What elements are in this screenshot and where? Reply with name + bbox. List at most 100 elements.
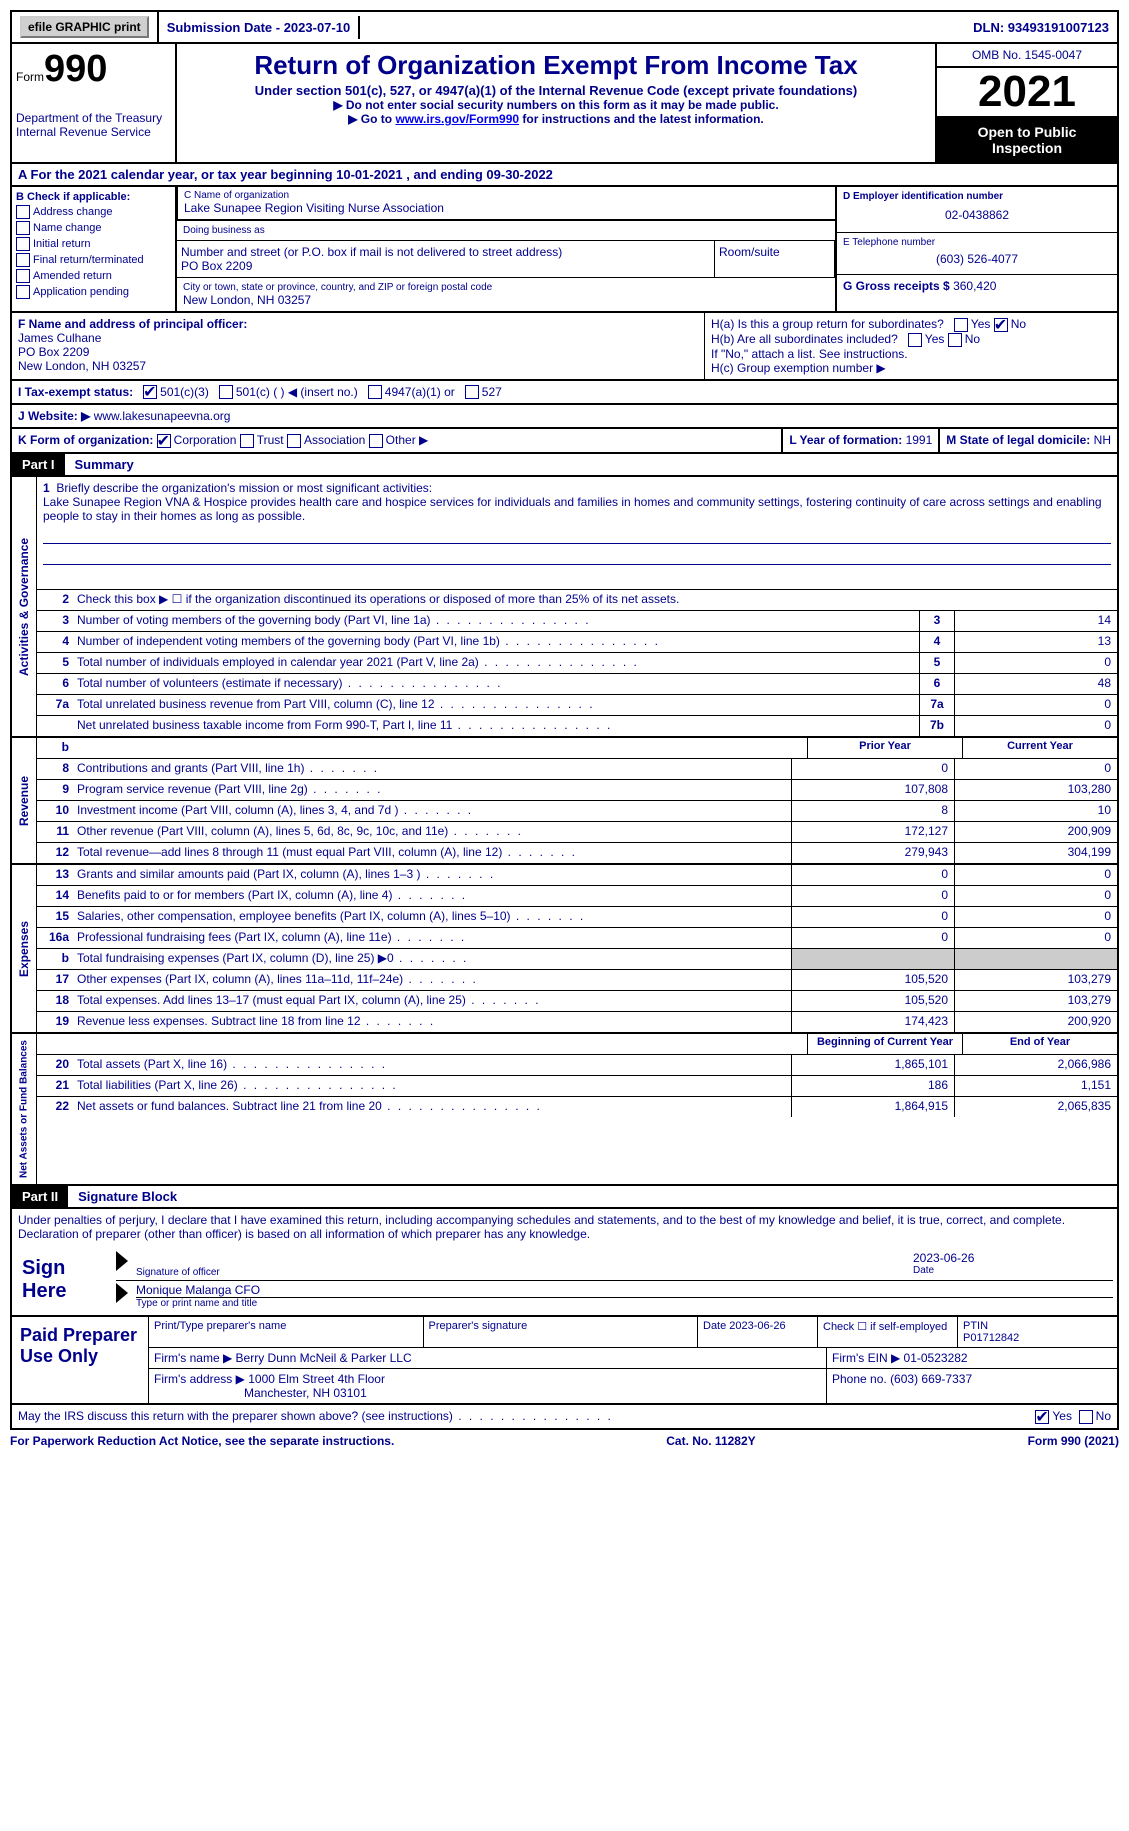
top-bar: efile GRAPHIC print Submission Date - 20…	[10, 10, 1119, 44]
room-suite: Room/suite	[715, 241, 835, 278]
ha-yes[interactable]	[954, 318, 968, 332]
dba-label: Doing business as	[183, 225, 829, 236]
revenue-section: Revenue b Prior Year Current Year 8 Cont…	[10, 738, 1119, 865]
footer-right: Form 990 (2021)	[1028, 1434, 1119, 1448]
exp-row-19: 19 Revenue less expenses. Subtract line …	[37, 1012, 1117, 1032]
cb-address-change[interactable]: Address change	[16, 205, 171, 219]
rev-row-12: 12 Total revenue—add lines 8 through 11 …	[37, 843, 1117, 863]
website-label: J Website: ▶	[18, 409, 90, 423]
net-row-22: 22 Net assets or fund balances. Subtract…	[37, 1097, 1117, 1117]
current-year-header: Current Year	[962, 738, 1117, 758]
officer-name: James Culhane	[18, 331, 101, 345]
gov-row-5: 5 Total number of individuals employed i…	[37, 653, 1117, 674]
cb-amended-return[interactable]: Amended return	[16, 269, 171, 283]
irs-link[interactable]: www.irs.gov/Form990	[395, 112, 519, 126]
discuss-yes[interactable]	[1035, 1410, 1049, 1424]
tel-val: (603) 526-4077	[843, 248, 1111, 270]
hc-row: H(c) Group exemption number ▶	[711, 361, 1111, 375]
officer-label: F Name and address of principal officer:	[18, 317, 247, 331]
discuss-row: May the IRS discuss this return with the…	[10, 1405, 1119, 1430]
paid-preparer: Paid Preparer Use Only Print/Type prepar…	[12, 1315, 1117, 1403]
header-mid: Return of Organization Exempt From Incom…	[177, 44, 935, 162]
part2-badge: Part II	[12, 1186, 68, 1207]
net-header: Beginning of Current Year End of Year	[37, 1034, 1117, 1055]
open-to-public: Open to Public Inspection	[937, 118, 1117, 162]
form-word: Form	[16, 70, 44, 84]
officer-h-row: F Name and address of principal officer:…	[10, 313, 1119, 381]
cb-name-change[interactable]: Name change	[16, 221, 171, 235]
prior-year-header: Prior Year	[807, 738, 962, 758]
city-val: New London, NH 03257	[183, 293, 829, 307]
efile-cell: efile GRAPHIC print	[12, 12, 159, 42]
sig-date-val: 2023-06-26	[913, 1251, 1113, 1265]
page-footer: For Paperwork Reduction Act Notice, see …	[10, 1430, 1119, 1452]
part2-header-row: Part II Signature Block	[10, 1186, 1119, 1209]
note-goto: ▶ Go to www.irs.gov/Form990 for instruct…	[181, 112, 931, 126]
mission-block: 1 Briefly describe the organization's mi…	[37, 477, 1117, 590]
website-url: www.lakesunapeevna.org	[94, 409, 231, 423]
form-number: 990	[44, 48, 107, 90]
net-assets-section: Net Assets or Fund Balances Beginning of…	[10, 1034, 1119, 1186]
website-row: J Website: ▶ www.lakesunapeevna.org	[10, 405, 1119, 429]
penalty-text: Under penalties of perjury, I declare th…	[12, 1209, 1117, 1245]
arrow-icon	[116, 1251, 128, 1271]
cb-corporation[interactable]	[157, 434, 171, 448]
hb-note: If "No," attach a list. See instructions…	[711, 347, 1111, 361]
sign-fields: Signature of officer 2023-06-26 Date Mon…	[112, 1245, 1117, 1315]
cb-trust[interactable]	[240, 434, 254, 448]
efile-graphic-print-button[interactable]: efile GRAPHIC print	[20, 16, 149, 38]
gross-val: 360,420	[953, 279, 996, 293]
form-subtitle: Under section 501(c), 527, or 4947(a)(1)…	[181, 83, 931, 98]
vert-expenses: Expenses	[12, 865, 37, 1032]
prep-ptin: PTINP01712842	[957, 1317, 1117, 1348]
officer-block: F Name and address of principal officer:…	[12, 313, 705, 379]
rev-row-9: 9 Program service revenue (Part VIII, li…	[37, 780, 1117, 801]
sign-here-label: Sign Here	[12, 1245, 112, 1315]
cb-final-return[interactable]: Final return/terminated	[16, 253, 171, 267]
vert-activities: Activities & Governance	[12, 477, 37, 736]
prep-date: Date 2023-06-26	[697, 1317, 817, 1348]
discuss-no[interactable]	[1079, 1410, 1093, 1424]
ha-no[interactable]	[994, 318, 1008, 332]
firm-ein: 01-0523282	[904, 1351, 968, 1365]
cb-application-pending[interactable]: Application pending	[16, 285, 171, 299]
officer-addr2: New London, NH 03257	[18, 359, 146, 373]
gov-row-3: 3 Number of voting members of the govern…	[37, 611, 1117, 632]
m-state: M State of legal domicile: NH	[940, 429, 1117, 452]
cb-501c[interactable]: 501(c) ( ) ◀ (insert no.)	[219, 385, 358, 400]
cb-527[interactable]: 527	[465, 385, 502, 400]
row-a-tax-year: A For the 2021 calendar year, or tax yea…	[10, 164, 1119, 187]
paid-label: Paid Preparer Use Only	[12, 1317, 148, 1403]
rev-header: b Prior Year Current Year	[37, 738, 1117, 759]
gov-row-7b: Net unrelated business taxable income fr…	[37, 716, 1117, 736]
rev-row-11: 11 Other revenue (Part VIII, column (A),…	[37, 822, 1117, 843]
dln: DLN: 93493191007123	[965, 16, 1117, 39]
tax-status-label: I Tax-exempt status:	[18, 385, 133, 399]
cb-association[interactable]	[287, 434, 301, 448]
cb-501c3[interactable]: 501(c)(3)	[143, 385, 209, 400]
signature-block: Under penalties of perjury, I declare th…	[10, 1209, 1119, 1405]
hb-yes[interactable]	[908, 333, 922, 347]
goto-post: for instructions and the latest informat…	[519, 112, 764, 126]
cb-4947[interactable]: 4947(a)(1) or	[368, 385, 455, 400]
org-name: Lake Sunapee Region Visiting Nurse Assoc…	[184, 201, 829, 215]
net-row-20: 20 Total assets (Part X, line 16) 1,865,…	[37, 1055, 1117, 1076]
firm-addr-row: Firm's address ▶ 1000 Elm Street 4th Flo…	[148, 1369, 1117, 1403]
cb-other[interactable]	[369, 434, 383, 448]
hb-no[interactable]	[948, 333, 962, 347]
ein-label: D Employer identification number	[843, 191, 1111, 202]
net-row-21: 21 Total liabilities (Part X, line 26) 1…	[37, 1076, 1117, 1097]
rev-row-10: 10 Investment income (Part VIII, column …	[37, 801, 1117, 822]
sign-here-row: Sign Here Signature of officer 2023-06-2…	[12, 1245, 1117, 1315]
b-header: B Check if applicable:	[16, 191, 171, 203]
l-year: L Year of formation: 1991	[783, 429, 940, 452]
part1-header-row: Part I Summary	[10, 454, 1119, 477]
arrow-icon	[116, 1283, 128, 1303]
h-block: H(a) Is this a group return for subordin…	[705, 313, 1117, 379]
cb-initial-return[interactable]: Initial return	[16, 237, 171, 251]
col-b: B Check if applicable: Address change Na…	[12, 187, 177, 311]
note-ssn: ▶ Do not enter social security numbers o…	[181, 98, 931, 112]
dept-treasury: Department of the Treasury Internal Reve…	[16, 111, 171, 139]
part2-title: Signature Block	[68, 1186, 187, 1207]
k-form-org: K Form of organization: Corporation Trus…	[12, 429, 783, 452]
